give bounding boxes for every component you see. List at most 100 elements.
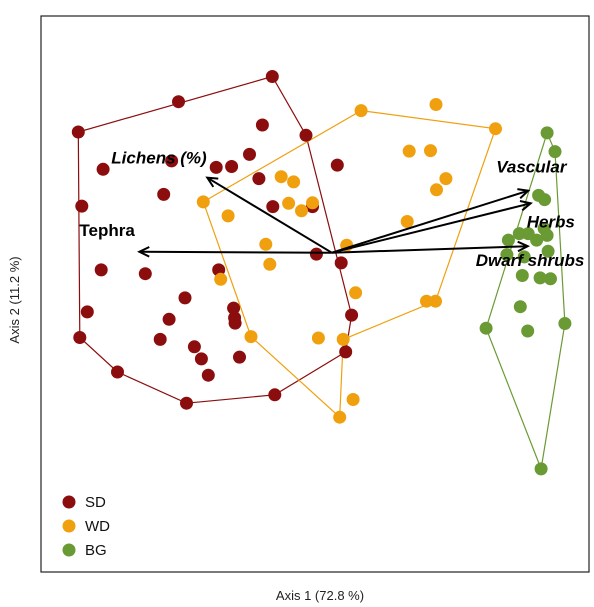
point-wd-19	[349, 286, 363, 300]
point-wd-1	[429, 98, 443, 111]
vector-herbs	[331, 202, 531, 254]
point-bg-7	[512, 227, 526, 241]
point-wd-7	[430, 183, 443, 197]
vector-label-vascular: Vascular	[496, 158, 568, 177]
point-wd-10	[196, 195, 210, 209]
point-sd-13	[266, 200, 280, 214]
point-bg-3	[538, 193, 552, 207]
point-sd-36	[345, 308, 359, 322]
point-wd-16	[259, 237, 273, 251]
vector-layer	[137, 176, 533, 258]
point-sd-27	[153, 332, 167, 346]
point-bg-9	[530, 233, 544, 247]
point-sd-9	[225, 160, 239, 173]
vector-label-layer: Lichens (%) Tephra Vascular Herbs Dwarf shru…	[79, 149, 584, 271]
vector-label-tephra: Tephra	[79, 221, 135, 240]
point-bg-6	[501, 233, 515, 247]
point-sd-24	[178, 291, 192, 305]
point-sd-11	[252, 172, 266, 186]
point-sd-1	[96, 162, 110, 176]
legend-label-bg: BG	[85, 542, 107, 559]
vector-label-dwarf-shrubs: Dwarf shrubs	[476, 251, 585, 270]
vector-label-lichens: Lichens (%)	[111, 149, 207, 168]
vector-arrowhead-herbs	[519, 200, 533, 212]
point-sd-0	[71, 125, 85, 139]
point-sd-6	[330, 158, 344, 172]
point-bg-11	[517, 250, 531, 264]
point-sd-28	[187, 340, 201, 354]
point-sd-31	[194, 352, 208, 366]
point-wd-21	[429, 294, 442, 308]
point-sd-17	[138, 267, 152, 281]
point-bg-13	[515, 269, 529, 282]
point-bg-14	[533, 271, 547, 285]
point-wd-18	[214, 272, 228, 286]
point-sd-15	[75, 199, 89, 213]
point-sd-5	[299, 128, 313, 142]
point-bg-17	[479, 321, 493, 335]
vector-vascular	[331, 189, 529, 254]
point-sd-7	[165, 154, 179, 168]
point-wd-24	[336, 332, 350, 346]
vector-tephra	[139, 250, 332, 254]
point-wd-25	[346, 393, 360, 406]
point-wd-6	[287, 175, 301, 189]
points-layer	[71, 70, 572, 476]
point-sd-32	[201, 368, 215, 382]
vector-arrowhead-dwarf-shrubs	[517, 240, 531, 253]
point-bg-19	[558, 317, 572, 330]
hull-wd	[202, 109, 497, 419]
point-bg-15	[544, 272, 557, 286]
hull-bg	[485, 131, 566, 472]
point-sd-2	[172, 95, 185, 109]
legend-marker-wd	[62, 519, 76, 533]
point-sd-30	[233, 350, 246, 364]
legend-label-wd: WD	[85, 518, 110, 535]
legend: SD WD BG	[62, 494, 110, 559]
point-sd-3	[265, 70, 279, 83]
legend-marker-bg	[62, 543, 76, 557]
vector-arrowhead-vascular	[517, 188, 531, 199]
point-sd-35	[268, 388, 282, 402]
point-wd-14	[221, 209, 235, 223]
point-wd-22	[244, 330, 258, 344]
point-bg-16	[513, 300, 527, 314]
point-sd-37	[339, 345, 353, 359]
point-sd-8	[209, 160, 223, 174]
plot-frame	[40, 15, 590, 573]
y-axis-label: Axis 2 (11.2 %)	[7, 256, 22, 343]
point-wd-23	[311, 331, 325, 345]
hull-sd	[77, 75, 353, 404]
point-wd-20	[420, 294, 433, 308]
point-bg-0	[540, 126, 554, 140]
point-bg-1	[548, 145, 562, 159]
legend-label-sd: SD	[85, 494, 106, 511]
point-bg-10	[541, 244, 555, 258]
point-sd-29	[73, 331, 87, 344]
point-wd-12	[295, 204, 308, 218]
point-bg-18	[521, 324, 535, 338]
point-wd-13	[306, 196, 319, 210]
point-wd-17	[263, 257, 277, 271]
point-sd-16	[94, 263, 108, 277]
legend-marker-sd	[62, 495, 76, 509]
point-bg-12	[500, 248, 514, 262]
x-axis-label: Axis 1 (72.8 %)	[276, 588, 364, 603]
point-wd-0	[354, 104, 368, 118]
vector-arrowhead-lichens	[205, 176, 219, 188]
point-wd-8	[439, 172, 453, 186]
vector-lichens	[206, 176, 333, 254]
vector-label-herbs: Herbs	[527, 212, 575, 231]
point-sd-12	[157, 187, 171, 201]
point-bg-20	[534, 462, 548, 476]
point-sd-34	[180, 396, 193, 410]
point-sd-22	[162, 312, 176, 326]
point-bg-5	[540, 228, 554, 242]
point-wd-4	[424, 144, 437, 158]
point-wd-26	[333, 410, 347, 424]
point-sd-25	[227, 301, 241, 315]
point-sd-20	[334, 256, 348, 270]
point-wd-5	[274, 170, 288, 184]
point-sd-21	[80, 305, 94, 319]
vector-dwarf-shrubs	[331, 245, 528, 254]
